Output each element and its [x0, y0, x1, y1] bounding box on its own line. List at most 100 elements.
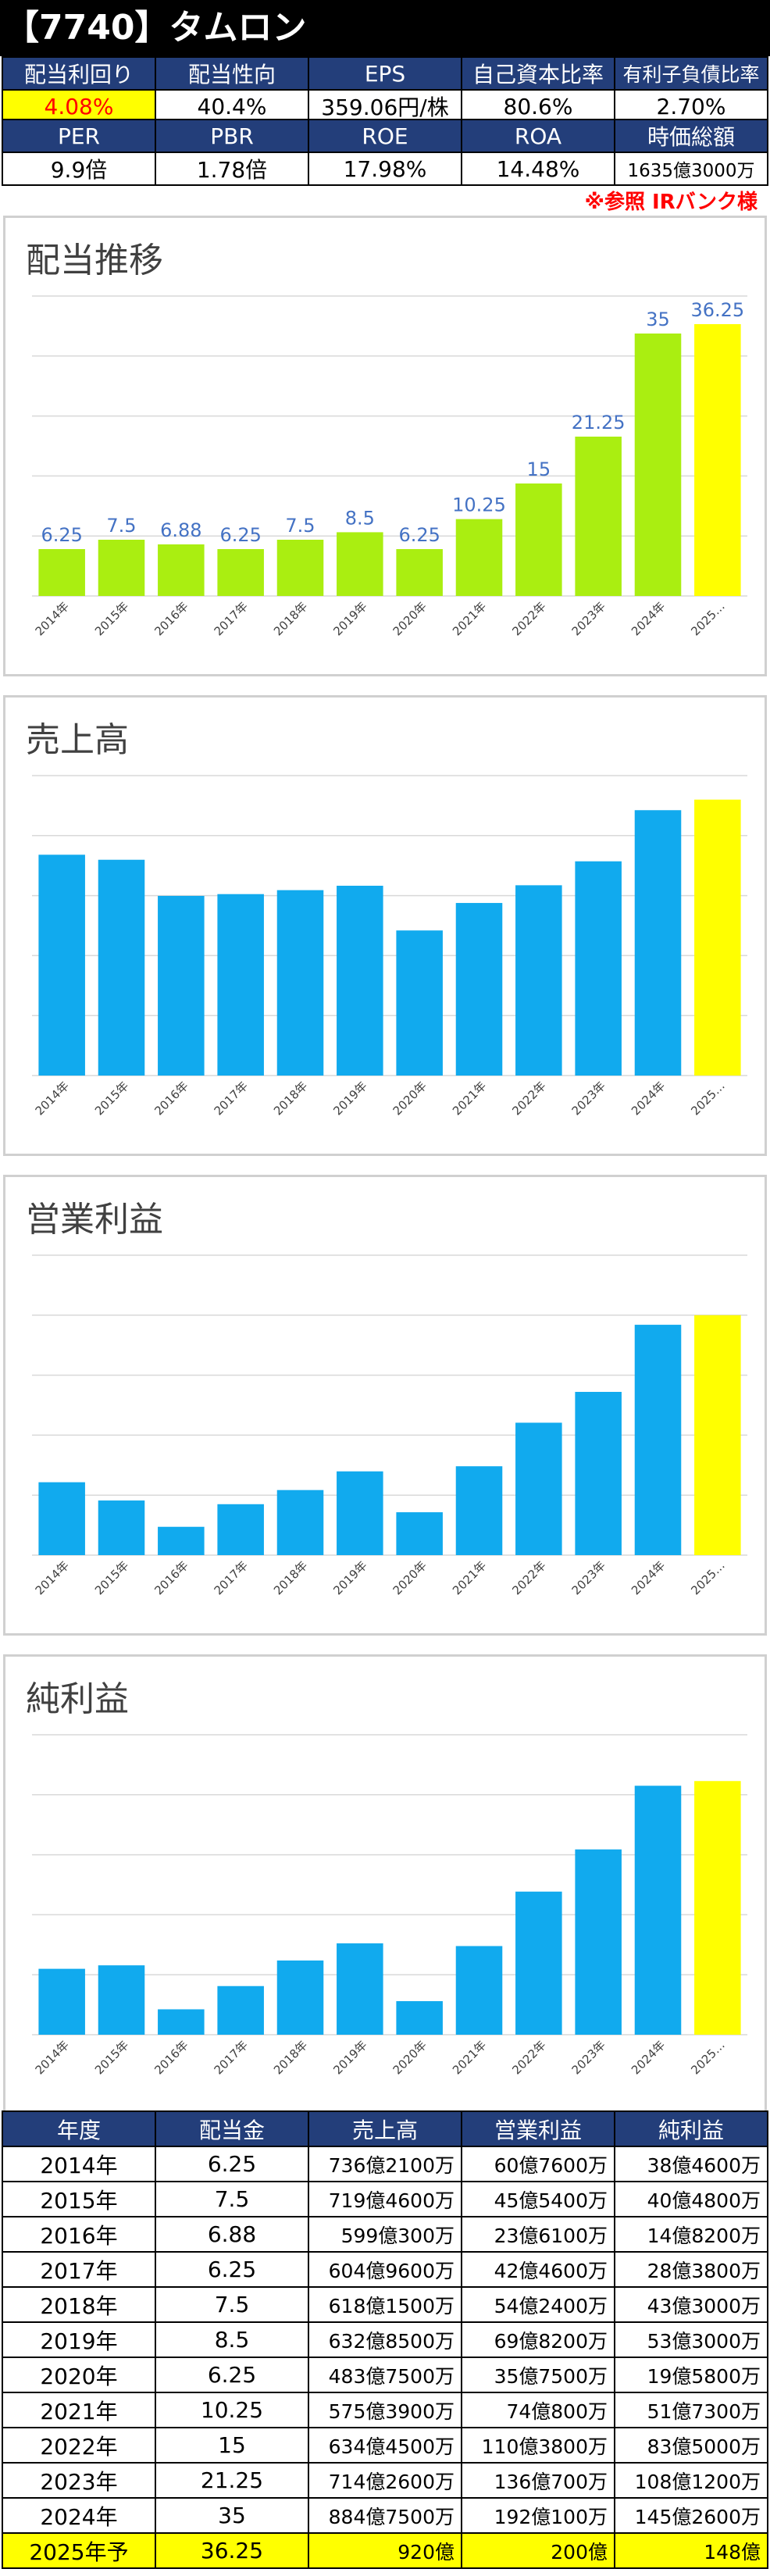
metric-value-pbr: 1.78倍: [155, 152, 309, 186]
history-cell: 110億3800万: [461, 2427, 615, 2464]
x-tick-label: 2020年: [390, 2038, 430, 2077]
x-tick-label: 2017年: [212, 1558, 251, 1597]
bar-2018年: [276, 540, 324, 596]
x-tick-label: 2025…: [688, 1079, 727, 1118]
bar-2014年: [38, 1482, 85, 1555]
bar-2021年: [455, 519, 503, 596]
metrics-header-row: PER PBR ROE ROA 時価総額: [2, 119, 768, 153]
x-tick-label: 2021年: [450, 599, 489, 638]
bar-2025…: [694, 799, 741, 1076]
history-cell: 38億4600万: [614, 2146, 768, 2182]
bar-2015年: [98, 1500, 145, 1555]
bar-2020年: [396, 2001, 443, 2035]
sales-chart: 売上高 2014年 2015年 2016年 2017年 2018年 2019年 2020年 2…: [3, 695, 767, 1156]
history-cell: 920億: [308, 2532, 462, 2569]
bar-2024年: [634, 810, 682, 1076]
x-tick-label: 2021年: [450, 1558, 489, 1597]
history-cell: 145億2600万: [614, 2497, 768, 2534]
x-tick-label: 2024年: [629, 1079, 668, 1118]
x-tick-label: 2021年: [450, 1079, 489, 1118]
history-cell: 54億2400万: [461, 2286, 615, 2323]
bar-2017年: [217, 1986, 264, 2035]
bar-2016年: [158, 544, 205, 596]
bar-2022年: [515, 1891, 562, 2035]
metric-label-roa: ROA: [461, 119, 615, 153]
bar-2021年: [455, 1946, 503, 2035]
bar-2022年: [515, 483, 562, 596]
x-tick-label: 2015年: [92, 1558, 131, 1597]
x-tick-label: 2021年: [450, 2038, 489, 2077]
metric-label-eps: EPS: [308, 56, 462, 91]
data-label: 7.5: [106, 515, 136, 537]
bar-2023年: [575, 1849, 622, 2035]
history-cell: 2014年: [2, 2146, 156, 2182]
x-tick-label: 2015年: [92, 2038, 131, 2077]
history-cell: 192億100万: [461, 2497, 615, 2534]
x-tick-label: 2018年: [271, 1079, 310, 1118]
operating-profit-chart: 営業利益 2014年 2015年 2016年 2017年 2018年 2019年 2020年…: [3, 1175, 767, 1636]
metric-value-roa: 14.48%: [461, 152, 615, 186]
history-row: 2015年 7.5 719億4600万 45億5400万 40億4800万: [2, 2181, 768, 2217]
dividend-chart-plot: 6.25 2014年 7.5 2015年 6.88 2016年 6.25 2017年 7.5 20…: [32, 295, 747, 638]
gridlines: [32, 1254, 747, 1556]
bar-2024年: [634, 334, 682, 596]
metric-label-pbr: PBR: [155, 119, 309, 153]
history-cell: 2018年: [2, 2286, 156, 2323]
bar-2014年: [38, 1968, 85, 2035]
x-tick-label: 2016年: [152, 599, 191, 638]
history-cell: 148億: [614, 2532, 768, 2569]
history-cell: 60億7600万: [461, 2146, 615, 2182]
bar-2017年: [217, 894, 264, 1076]
history-cell: 35: [155, 2497, 309, 2534]
x-tick-label: 2014年: [33, 1558, 72, 1597]
history-cell: 599億300万: [308, 2216, 462, 2253]
history-cell: 2021年: [2, 2392, 156, 2428]
history-row: 2016年 6.88 599億300万 23億6100万 14億8200万: [2, 2216, 768, 2253]
history-cell: 7.5: [155, 2181, 309, 2217]
metrics-header-row: 配当利回り 配当性向 EPS 自己資本比率 有利子負債比率: [2, 56, 768, 91]
x-tick-label: 2017年: [212, 2038, 251, 2077]
history-cell: 28億3800万: [614, 2251, 768, 2288]
gridlines: [32, 1734, 747, 2035]
x-tick-label: 2019年: [330, 599, 369, 638]
metric-label-payout-ratio: 配当性向: [155, 56, 309, 91]
history-cell: 7.5: [155, 2286, 309, 2323]
data-label: 6.25: [219, 524, 261, 546]
x-tick-label: 2019年: [330, 2038, 369, 2077]
history-cell: 23億6100万: [461, 2216, 615, 2253]
history-cell: 6.25: [155, 2251, 309, 2288]
history-row: 2020年 6.25 483億7500万 35億7500万 19億5800万: [2, 2357, 768, 2393]
history-cell: 43億3000万: [614, 2286, 768, 2323]
bar-2023年: [575, 861, 622, 1076]
x-tick-label: 2022年: [509, 1558, 548, 1597]
bar-2025…: [694, 324, 741, 596]
data-label: 6.25: [41, 524, 82, 546]
bar-2015年: [98, 859, 145, 1076]
x-tick-label: 2014年: [33, 1079, 72, 1118]
history-row: 2017年 6.25 604億9600万 42億4600万 28億3800万: [2, 2251, 768, 2288]
x-tick-label: 2015年: [92, 599, 131, 638]
history-cell: 136億700万: [461, 2462, 615, 2499]
metric-value-market-cap: 1635億3000万: [614, 152, 768, 186]
bar-2020年: [396, 549, 443, 596]
history-cell: 8.5: [155, 2321, 309, 2358]
history-cell: 634億4500万: [308, 2427, 462, 2464]
metric-label-dividend-yield: 配当利回り: [2, 56, 156, 91]
bar-2016年: [158, 2009, 205, 2035]
bar-2024年: [634, 1786, 682, 2035]
history-table: 年度 配当金 売上高 営業利益 純利益 2014年 6.25 736億2100万 60億7600…: [2, 2110, 768, 2569]
x-tick-label: 2024年: [629, 1558, 668, 1597]
bar-2016年: [158, 895, 205, 1076]
x-tick-label: 2023年: [569, 599, 608, 638]
history-cell: 2015年: [2, 2181, 156, 2217]
bar-2015年: [98, 1965, 145, 2035]
bar-2014年: [38, 855, 85, 1076]
chart-title: 純利益: [26, 1679, 129, 1719]
x-tick-label: 2018年: [271, 599, 310, 638]
x-tick-label: 2022年: [509, 2038, 548, 2077]
chart-title: 営業利益: [26, 1200, 163, 1240]
x-tick-label: 2023年: [569, 1558, 608, 1597]
history-row: 2022年 15 634億4500万 110億3800万 83億5000万: [2, 2427, 768, 2464]
bar-2016年: [158, 1526, 205, 1555]
bar-2025…: [694, 1315, 741, 1555]
